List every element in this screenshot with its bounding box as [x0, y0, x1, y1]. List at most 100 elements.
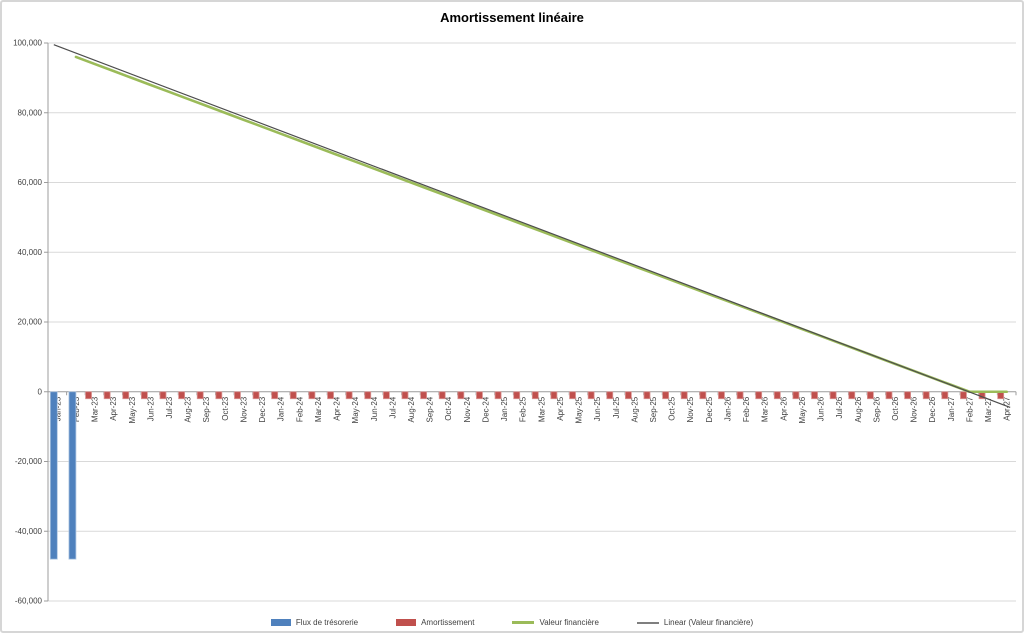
- bar-amortissement[interactable]: [196, 391, 204, 400]
- bar-amortissement[interactable]: [103, 391, 111, 400]
- bar-amortissement[interactable]: [866, 391, 874, 400]
- bar-amortissement[interactable]: [587, 391, 595, 400]
- bar-amortissement[interactable]: [680, 391, 688, 400]
- y-axis-label: 0: [38, 387, 43, 396]
- bar-amortissement[interactable]: [438, 391, 446, 400]
- x-axis-label: Aug-26: [854, 396, 863, 422]
- bar-amortissement[interactable]: [662, 391, 670, 400]
- bar-amortissement[interactable]: [885, 391, 893, 400]
- bar-amortissement[interactable]: [234, 391, 241, 400]
- x-axis-label: Jul-25: [612, 396, 621, 418]
- x-axis-label: Jan-23: [53, 396, 62, 421]
- bar-amortissement[interactable]: [252, 391, 260, 400]
- legend-label: Valeur financière: [539, 618, 599, 627]
- bar-amortissement[interactable]: [289, 391, 297, 400]
- x-axis-label: Nov-23: [239, 396, 248, 422]
- bar-amortissement[interactable]: [382, 391, 390, 400]
- x-axis-label: Sep-25: [649, 396, 658, 422]
- x-axis-label: May-24: [351, 396, 360, 423]
- bar-amortissement[interactable]: [420, 391, 428, 400]
- bar-amortissement[interactable]: [215, 391, 223, 400]
- bar-amortissement[interactable]: [792, 391, 800, 400]
- bar-flux-de-tr-sorerie[interactable]: [49, 391, 58, 560]
- x-axis-label: Feb-24: [295, 396, 304, 422]
- bar-amortissement[interactable]: [178, 391, 186, 400]
- bar-amortissement[interactable]: [476, 391, 483, 400]
- legend-item-0[interactable]: Flux de trésorerie: [270, 618, 359, 627]
- y-axis-label: 40,000: [18, 248, 43, 257]
- bar-amortissement[interactable]: [755, 391, 763, 400]
- bar-amortissement[interactable]: [494, 391, 502, 400]
- x-axis-label: Feb-26: [742, 396, 751, 422]
- legend-swatch-line: [636, 621, 659, 624]
- bar-amortissement[interactable]: [159, 391, 167, 400]
- x-axis-label: Dec-23: [258, 396, 267, 422]
- legend-item-1[interactable]: Amortissement: [396, 618, 474, 627]
- x-axis-label: Nov-24: [463, 396, 472, 422]
- x-axis-label: Mar-23: [91, 396, 100, 422]
- bar-amortissement[interactable]: [922, 391, 930, 400]
- bar-amortissement[interactable]: [829, 391, 837, 400]
- x-axis-label: May-26: [798, 396, 807, 423]
- x-axis-label: Mar-27: [984, 396, 993, 422]
- x-axis-label: Jul-26: [835, 396, 844, 418]
- bar-amortissement[interactable]: [140, 391, 148, 400]
- x-axis-label: Jun-24: [370, 396, 379, 421]
- bar-amortissement[interactable]: [773, 391, 781, 400]
- bar-flux-de-tr-sorerie[interactable]: [68, 391, 77, 560]
- bar-amortissement[interactable]: [569, 391, 576, 400]
- x-axis-label: Aug-23: [184, 396, 193, 422]
- bar-amortissement[interactable]: [308, 391, 316, 400]
- bar-amortissement[interactable]: [345, 391, 353, 400]
- x-axis-label: Jan-27: [947, 396, 956, 421]
- legend-swatch-line: [512, 621, 535, 624]
- y-axis-label: 60,000: [18, 178, 43, 187]
- bar-amortissement[interactable]: [122, 391, 130, 400]
- legend-label: Flux de trésorerie: [295, 618, 359, 627]
- bar-amortissement[interactable]: [606, 391, 614, 400]
- x-axis-label: Sep-23: [202, 396, 211, 422]
- bar-amortissement[interactable]: [401, 391, 409, 400]
- bar-amortissement[interactable]: [811, 391, 818, 400]
- bar-amortissement[interactable]: [364, 391, 372, 400]
- x-axis-label: Dec-25: [705, 396, 714, 422]
- bar-amortissement[interactable]: [531, 391, 539, 400]
- legend: Flux de trésorerie Amortissement Valeur fi…: [2, 618, 1022, 627]
- legend-item-3[interactable]: Linear (Valeur financière): [636, 618, 754, 627]
- bar-amortissement[interactable]: [327, 391, 334, 400]
- bar-amortissement[interactable]: [736, 391, 744, 400]
- x-axis-label: Mar-24: [314, 396, 323, 422]
- bar-amortissement[interactable]: [941, 391, 949, 400]
- bar-amortissement[interactable]: [904, 391, 912, 400]
- bar-amortissement[interactable]: [457, 391, 465, 400]
- bar-amortissement[interactable]: [960, 391, 967, 400]
- bar-amortissement[interactable]: [85, 391, 92, 400]
- x-axis-label: Feb-25: [519, 396, 528, 422]
- bar-amortissement[interactable]: [848, 391, 856, 400]
- trendline-valeur-financiere[interactable]: [53, 44, 1011, 409]
- x-axis-label: Nov-25: [686, 396, 695, 422]
- x-axis-label: Jul-23: [165, 396, 174, 418]
- x-axis-label: Feb-27: [965, 396, 974, 422]
- x-axis-label: Dec-24: [481, 396, 490, 422]
- x-axis-label: Mar-26: [761, 396, 770, 422]
- bar-amortissement[interactable]: [624, 391, 632, 400]
- legend-item-2[interactable]: Valeur financière: [512, 618, 599, 627]
- x-axis-label: Apr-25: [556, 396, 565, 421]
- y-axis-label: 80,000: [18, 108, 43, 117]
- bar-amortissement[interactable]: [699, 391, 707, 400]
- x-axis-label: Jul-24: [388, 396, 397, 418]
- x-axis-label: Aug-25: [630, 396, 639, 422]
- bar-amortissement[interactable]: [718, 391, 725, 400]
- legend-label: Linear (Valeur financière): [663, 618, 754, 627]
- x-axis-label: Nov-26: [910, 396, 919, 422]
- bar-amortissement[interactable]: [513, 391, 521, 400]
- bar-amortissement[interactable]: [550, 391, 558, 400]
- bar-amortissement[interactable]: [643, 391, 651, 400]
- x-axis-label: Sep-24: [426, 396, 435, 422]
- x-axis-label: Oct-23: [221, 396, 230, 421]
- line-valeur-financi-re[interactable]: [74, 55, 1008, 394]
- bar-amortissement[interactable]: [271, 391, 279, 400]
